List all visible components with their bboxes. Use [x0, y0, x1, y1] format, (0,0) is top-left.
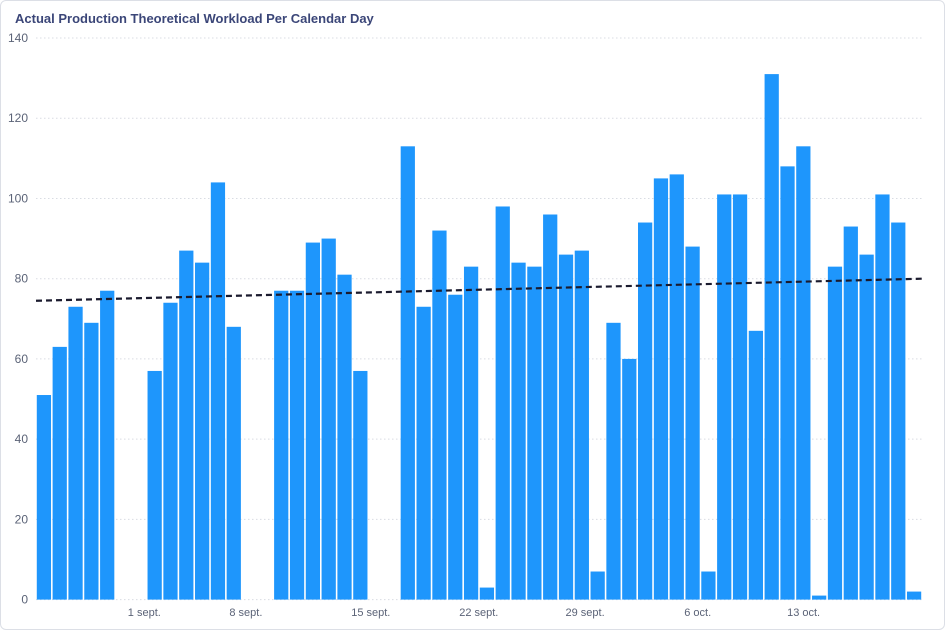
- svg-text:8 sept.: 8 sept.: [229, 607, 262, 619]
- svg-text:0: 0: [21, 593, 28, 607]
- svg-text:22 sept.: 22 sept.: [459, 607, 498, 619]
- svg-text:1 sept.: 1 sept.: [128, 607, 161, 619]
- svg-text:6 oct.: 6 oct.: [684, 607, 711, 619]
- svg-text:60: 60: [15, 352, 29, 366]
- svg-text:140: 140: [8, 31, 28, 45]
- svg-text:20: 20: [15, 512, 29, 526]
- svg-text:13 oct.: 13 oct.: [787, 607, 820, 619]
- svg-text:80: 80: [15, 272, 29, 286]
- svg-text:29 sept.: 29 sept.: [566, 607, 605, 619]
- svg-text:40: 40: [15, 432, 29, 446]
- svg-text:100: 100: [8, 191, 28, 205]
- svg-text:120: 120: [8, 111, 28, 125]
- svg-text:15 sept.: 15 sept.: [351, 607, 390, 619]
